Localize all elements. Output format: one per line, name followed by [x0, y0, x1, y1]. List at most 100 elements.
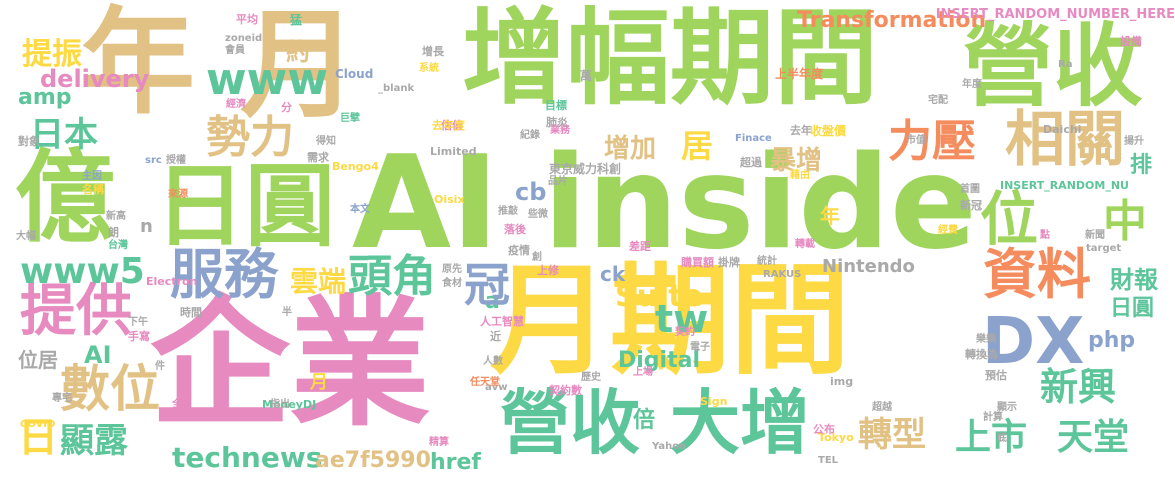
word-cloud-word: 服務	[170, 243, 278, 306]
word-cloud-word: 冠	[464, 258, 510, 312]
word-cloud-word: 下午	[128, 317, 148, 328]
word-cloud-word: 主因	[82, 171, 102, 182]
word-cloud-word: 勢力	[206, 112, 294, 163]
word-cloud-word: 經費	[938, 225, 958, 236]
word-cloud-word: 契約數	[549, 384, 582, 397]
word-cloud-word: Yahoo	[652, 441, 686, 452]
word-cloud-word: 推敲	[498, 206, 518, 217]
word-cloud-word: 日圓	[155, 154, 335, 259]
word-cloud-word: 設備	[1120, 35, 1142, 48]
word-cloud-word: 紀錄	[520, 130, 540, 141]
word-cloud-word: 系統	[419, 63, 439, 74]
word-cloud-word: 業務	[550, 125, 570, 136]
word-cloud-word: 營收	[963, 14, 1143, 119]
word-cloud-word: 肺炎	[546, 116, 568, 129]
word-cloud-word: target	[1086, 243, 1122, 254]
word-cloud-word: Ra	[1058, 59, 1073, 70]
word-cloud-word: 落後	[504, 223, 526, 236]
word-cloud-word: 會員	[225, 45, 245, 56]
word-cloud-word: 巨擘	[340, 113, 360, 124]
word-cloud-word: 新興	[1040, 365, 1117, 409]
word-cloud-word: Nintendo	[822, 256, 915, 277]
word-cloud-word: 分	[281, 101, 292, 114]
word-cloud-word: 超越	[872, 402, 892, 413]
word-cloud-word: 差距	[629, 240, 651, 253]
word-cloud-word: COVID	[20, 419, 56, 430]
word-cloud-word: 估值	[441, 119, 463, 132]
word-cloud-word: 月	[310, 372, 328, 393]
word-cloud-word: Oisix	[434, 193, 465, 206]
word-cloud-word: 專宅	[52, 393, 72, 404]
word-cloud-word: 宅配	[928, 95, 948, 106]
word-cloud-word: img	[830, 375, 854, 388]
word-cloud-word: Bengo4	[332, 160, 379, 173]
word-cloud-word: 目標	[545, 99, 567, 112]
word-cloud-word: 名稱	[82, 183, 104, 196]
word-cloud-word: 購買額	[681, 256, 714, 269]
word-cloud-word: Finace	[735, 133, 772, 144]
word-cloud-word: 日本	[30, 115, 98, 155]
word-cloud-word: 年度	[962, 79, 982, 90]
word-cloud-word: zoneid	[225, 33, 263, 44]
word-cloud-word: 點	[1040, 230, 1050, 241]
word-cloud-word: 原先	[442, 264, 462, 275]
word-cloud-word: 增幅期間	[462, 0, 879, 119]
word-cloud-word: AI	[84, 341, 112, 369]
word-cloud-word: 疫情	[508, 244, 530, 257]
word-cloud-word: tw	[655, 297, 709, 341]
word-cloud-word: 去年	[790, 124, 812, 137]
word-cloud-word: 市值	[906, 135, 926, 146]
word-cloud-word: 數位	[60, 360, 160, 418]
word-cloud-word: 資料	[983, 243, 1091, 306]
word-cloud-word: 指出	[270, 399, 290, 410]
word-cloud-word: 日圓	[1110, 296, 1155, 321]
word-cloud-word: 新聞	[1085, 230, 1105, 241]
word-cloud-word: Cloud	[335, 67, 374, 81]
word-cloud-word: 居	[681, 127, 714, 165]
word-cloud-word: 去年度	[432, 119, 465, 132]
word-cloud-word: Tokyo	[818, 431, 854, 444]
word-cloud-word: 計算	[983, 412, 1003, 423]
word-cloud-word: MoneyDJ	[262, 398, 317, 411]
word-cloud-word: 營收	[500, 382, 640, 464]
word-cloud-word: 大增	[670, 382, 810, 464]
word-cloud-word: 日	[18, 415, 58, 461]
word-cloud-word: 中	[1103, 196, 1147, 247]
word-cloud-word: 授權	[166, 155, 186, 166]
word-cloud-word: href	[430, 450, 482, 475]
word-cloud-word: 對象	[18, 135, 40, 148]
word-cloud-word: Limited	[430, 145, 477, 158]
word-cloud-word: 位居	[18, 348, 58, 372]
word-cloud-word: 上修	[537, 264, 559, 277]
word-cloud-word: 顯露	[60, 421, 128, 461]
word-cloud-word: 本文	[350, 204, 370, 215]
word-cloud-word: 時間	[180, 306, 202, 319]
word-cloud-word: 件	[155, 361, 165, 372]
word-cloud-word: 提供	[20, 279, 132, 344]
word-cloud-word: 契約	[675, 327, 695, 338]
word-cloud-word: INSERT_RANDOM_NU	[1000, 179, 1129, 192]
word-cloud-word: 億	[15, 139, 115, 256]
word-cloud-word: 增長	[422, 45, 444, 58]
word-cloud-word: 需求	[307, 151, 329, 164]
word-cloud-word: 人數	[483, 356, 503, 367]
word-cloud-word: 首圖	[960, 184, 980, 195]
word-cloud-word: 電子	[690, 342, 710, 353]
word-cloud-word: 揚升	[1124, 136, 1144, 147]
word-cloud-word: 平均	[236, 13, 258, 26]
word-cloud-word: 月期間	[490, 252, 850, 391]
word-cloud-word: 些微	[528, 209, 548, 220]
word-cloud-word: src	[145, 155, 162, 166]
word-cloud-word: 天堂	[1057, 417, 1130, 458]
word-cloud-word: www5	[20, 251, 145, 292]
word-cloud-word: amp	[18, 85, 72, 110]
word-cloud-word: 任天堂	[470, 377, 500, 388]
word-cloud-word: 轉型	[858, 415, 926, 455]
word-cloud-word: 轉換為	[965, 348, 998, 361]
word-cloud-word: 顯示	[997, 402, 1017, 413]
word-cloud-word: ck	[600, 262, 626, 286]
word-cloud-word: 得知	[316, 136, 336, 147]
word-cloud-word: 相關	[1005, 105, 1125, 175]
word-cloud-word: 品片	[548, 176, 568, 187]
